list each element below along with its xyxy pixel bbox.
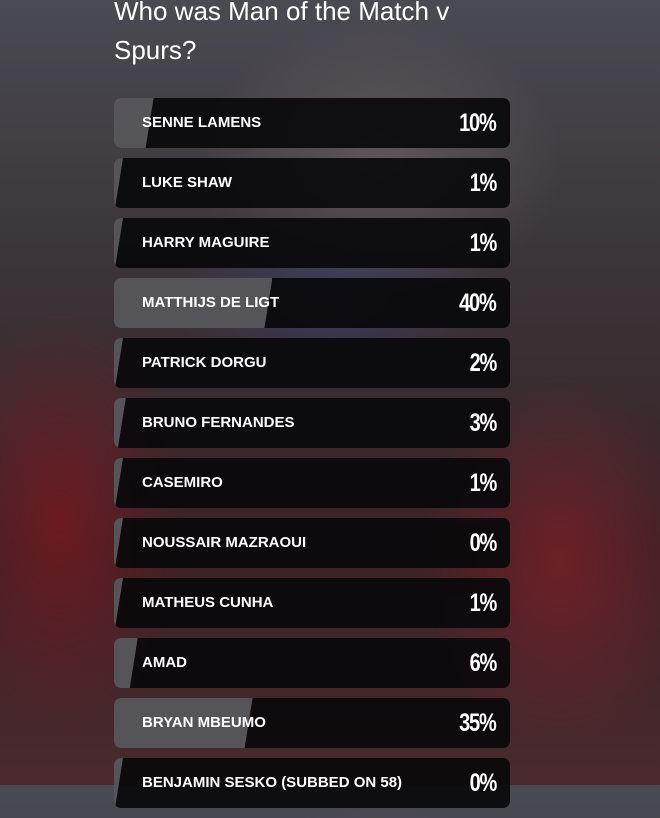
- option-percent: 3%: [469, 409, 497, 437]
- option-name: BRUNO FERNANDES: [142, 414, 295, 431]
- option-name: BENJAMIN SESKO (SUBBED ON 58): [142, 774, 403, 791]
- vote-share-bar: [114, 338, 123, 388]
- poll-title: Who was Man of the Match v Spurs?: [114, 0, 450, 65]
- option-name: SENNE LAMENS: [142, 114, 262, 131]
- option-percent: 6%: [469, 649, 497, 677]
- vote-share-bar: [114, 458, 123, 508]
- poll-option[interactable]: NOUSSAIR MAZRAOUI 0%: [114, 518, 510, 568]
- option-name: NOUSSAIR MAZRAOUI: [142, 534, 307, 551]
- option-percent: 0%: [469, 529, 497, 557]
- option-name: AMAD: [142, 654, 187, 671]
- vote-share-bar: [114, 158, 123, 208]
- option-percent: 10%: [459, 109, 498, 137]
- option-name: BRYAN MBEUMO: [142, 714, 266, 731]
- option-percent: 40%: [459, 289, 498, 317]
- vote-share-bar: [114, 698, 253, 748]
- option-percent: 35%: [459, 709, 498, 737]
- option-name: PATRICK DORGU: [142, 354, 267, 371]
- poll-option[interactable]: BENJAMIN SESKO (SUBBED ON 58) 0%: [114, 758, 510, 808]
- vote-share-bar: [114, 758, 123, 808]
- option-name: HARRY MAGUIRE: [142, 234, 270, 251]
- option-name: CASEMIRO: [142, 474, 223, 491]
- vote-share-bar: [114, 218, 123, 268]
- option-percent: 0%: [469, 769, 497, 797]
- vote-share-bar: [114, 278, 272, 328]
- poll-option[interactable]: CASEMIRO 1%: [114, 458, 510, 508]
- vote-share-bar: [114, 578, 123, 628]
- option-percent: 1%: [469, 169, 497, 197]
- poll-option[interactable]: AMAD 6%: [114, 638, 510, 688]
- poll-option[interactable]: BRUNO FERNANDES 3%: [114, 398, 510, 448]
- poll-option[interactable]: PATRICK DORGU 2%: [114, 338, 510, 388]
- poll-option[interactable]: BRYAN MBEUMO 35%: [114, 698, 510, 748]
- option-percent: 1%: [469, 469, 497, 497]
- poll-option[interactable]: MATTHIJS DE LIGT 40%: [114, 278, 510, 328]
- option-percent: 2%: [469, 349, 497, 377]
- poll-options-list: SENNE LAMENS 10% LUKE SHAW 1% HARRY MAGU…: [114, 98, 510, 818]
- poll-option[interactable]: SENNE LAMENS 10%: [114, 98, 510, 148]
- option-percent: 1%: [469, 229, 497, 257]
- option-name: MATTHIJS DE LIGT: [142, 294, 280, 311]
- vote-share-bar: [114, 638, 138, 688]
- poll-option[interactable]: HARRY MAGUIRE 1%: [114, 218, 510, 268]
- poll-option[interactable]: MATHEUS CUNHA 1%: [114, 578, 510, 628]
- vote-share-bar: [114, 518, 123, 568]
- poll-option[interactable]: LUKE SHAW 1%: [114, 158, 510, 208]
- option-name: MATHEUS CUNHA: [142, 594, 274, 611]
- option-name: LUKE SHAW: [142, 174, 232, 191]
- option-percent: 1%: [469, 589, 497, 617]
- vote-share-bar: [114, 398, 126, 448]
